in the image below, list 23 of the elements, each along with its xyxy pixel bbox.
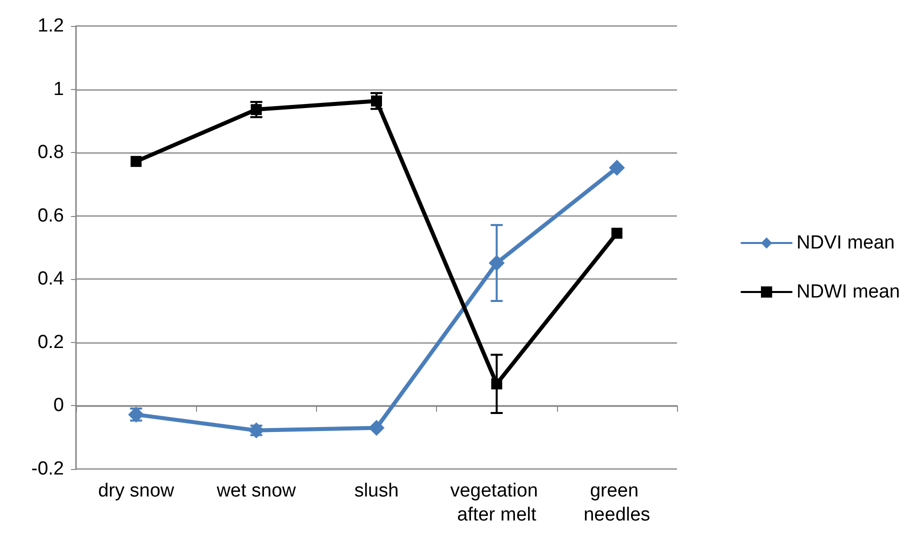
point: [250, 104, 262, 116]
y-tick-label: 0.4: [38, 268, 64, 290]
point: [130, 156, 142, 167]
point: [368, 420, 384, 436]
x-tick-label: wet snow: [216, 480, 296, 502]
y-tick-label: 0.8: [38, 142, 64, 164]
x-tick-label: vegetation after melt: [450, 480, 544, 526]
y-tick-label: -0.2: [31, 458, 64, 480]
point: [608, 160, 625, 176]
point: [491, 378, 502, 390]
x-tick-label: green needles: [584, 480, 650, 526]
point: [488, 255, 505, 272]
y-tick-label: 1.2: [38, 16, 64, 36]
y-tick-label: 0: [53, 395, 64, 416]
point: [371, 95, 382, 106]
y-tick-label: 1: [53, 78, 64, 100]
y-tick-label: 0.2: [38, 332, 64, 353]
legend-label: NDWI mean: [796, 282, 900, 302]
point: [611, 228, 622, 239]
x-tick-label: dry snow: [98, 480, 174, 502]
y-tick-label: 0.6: [38, 205, 64, 226]
x-tick-label: slush: [354, 480, 399, 502]
legend-label: NDVI mean: [796, 232, 895, 254]
